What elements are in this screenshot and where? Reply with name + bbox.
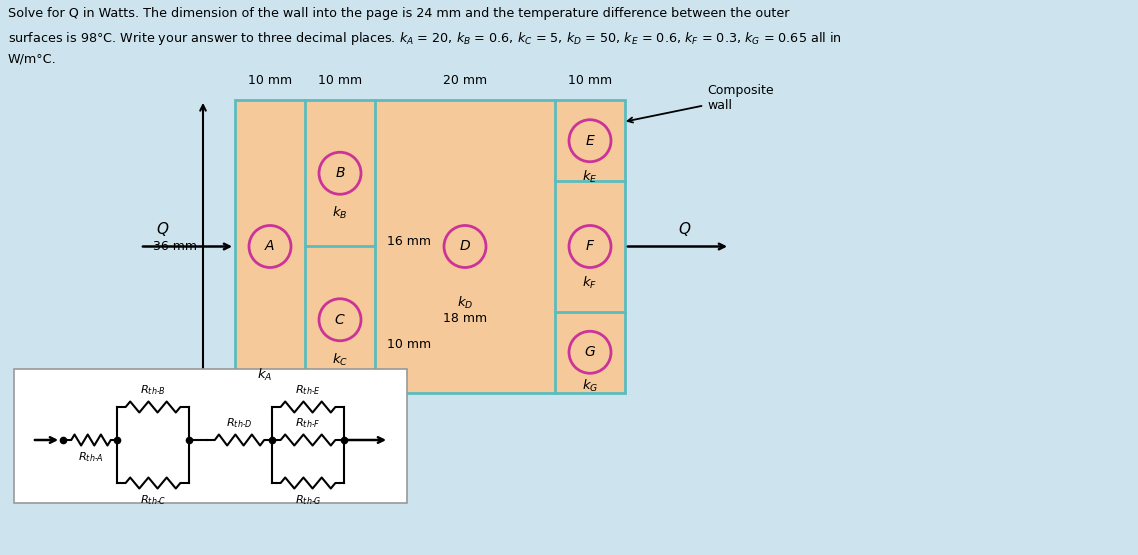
Text: $D$: $D$ bbox=[459, 240, 471, 254]
Text: $G$: $G$ bbox=[584, 345, 596, 359]
Text: 10 mm: 10 mm bbox=[248, 74, 292, 87]
Text: $k_A$: $k_A$ bbox=[257, 367, 273, 383]
Text: $A$: $A$ bbox=[264, 240, 275, 254]
Text: $k_D$: $k_D$ bbox=[456, 295, 473, 311]
Text: $R_{th\text{-}D}$: $R_{th\text{-}D}$ bbox=[226, 416, 253, 430]
Bar bbox=[14, 369, 407, 503]
Text: $k_E$: $k_E$ bbox=[583, 169, 597, 185]
Text: Solve for Q in Watts. The dimension of the wall into the page is 24 mm and the t: Solve for Q in Watts. The dimension of t… bbox=[8, 7, 790, 20]
Text: $R_{th\text{-}B}$: $R_{th\text{-}B}$ bbox=[140, 383, 166, 397]
Text: 18 mm: 18 mm bbox=[443, 311, 487, 325]
Text: W/m°C.: W/m°C. bbox=[8, 53, 57, 66]
Text: $F$: $F$ bbox=[585, 240, 595, 254]
Text: $R_{th\text{-}E}$: $R_{th\text{-}E}$ bbox=[295, 383, 321, 397]
Text: 10 mm: 10 mm bbox=[568, 74, 612, 87]
Text: surfaces is 98°C. Write your answer to three decimal places. $k_A$ = 20, $k_B$ =: surfaces is 98°C. Write your answer to t… bbox=[8, 30, 842, 47]
Text: $k_C$: $k_C$ bbox=[332, 352, 348, 368]
Text: 36 mm: 36 mm bbox=[152, 240, 197, 253]
Text: $k_B$: $k_B$ bbox=[332, 205, 348, 221]
Text: 10 mm: 10 mm bbox=[318, 74, 362, 87]
Text: $k_F$: $k_F$ bbox=[583, 275, 597, 291]
Text: $E$: $E$ bbox=[585, 134, 595, 148]
Text: $R_{th\text{-}F}$: $R_{th\text{-}F}$ bbox=[295, 416, 321, 430]
Text: 20 mm: 20 mm bbox=[443, 74, 487, 87]
Bar bbox=[236, 100, 625, 393]
Text: $R_{th\text{-}C}$: $R_{th\text{-}C}$ bbox=[140, 493, 166, 507]
Text: $k_G$: $k_G$ bbox=[582, 379, 599, 395]
Text: 16 mm: 16 mm bbox=[387, 235, 431, 248]
Text: $C$: $C$ bbox=[335, 313, 346, 327]
Text: $Q$: $Q$ bbox=[678, 220, 692, 239]
Text: $B$: $B$ bbox=[335, 166, 345, 180]
Text: $R_{th\text{-}G}$: $R_{th\text{-}G}$ bbox=[295, 493, 321, 507]
Text: Composite
wall: Composite wall bbox=[628, 84, 774, 123]
Text: $Q$: $Q$ bbox=[156, 220, 170, 239]
Text: $R_{th\text{-}A}$: $R_{th\text{-}A}$ bbox=[79, 450, 104, 464]
Text: 10 mm: 10 mm bbox=[387, 338, 431, 351]
